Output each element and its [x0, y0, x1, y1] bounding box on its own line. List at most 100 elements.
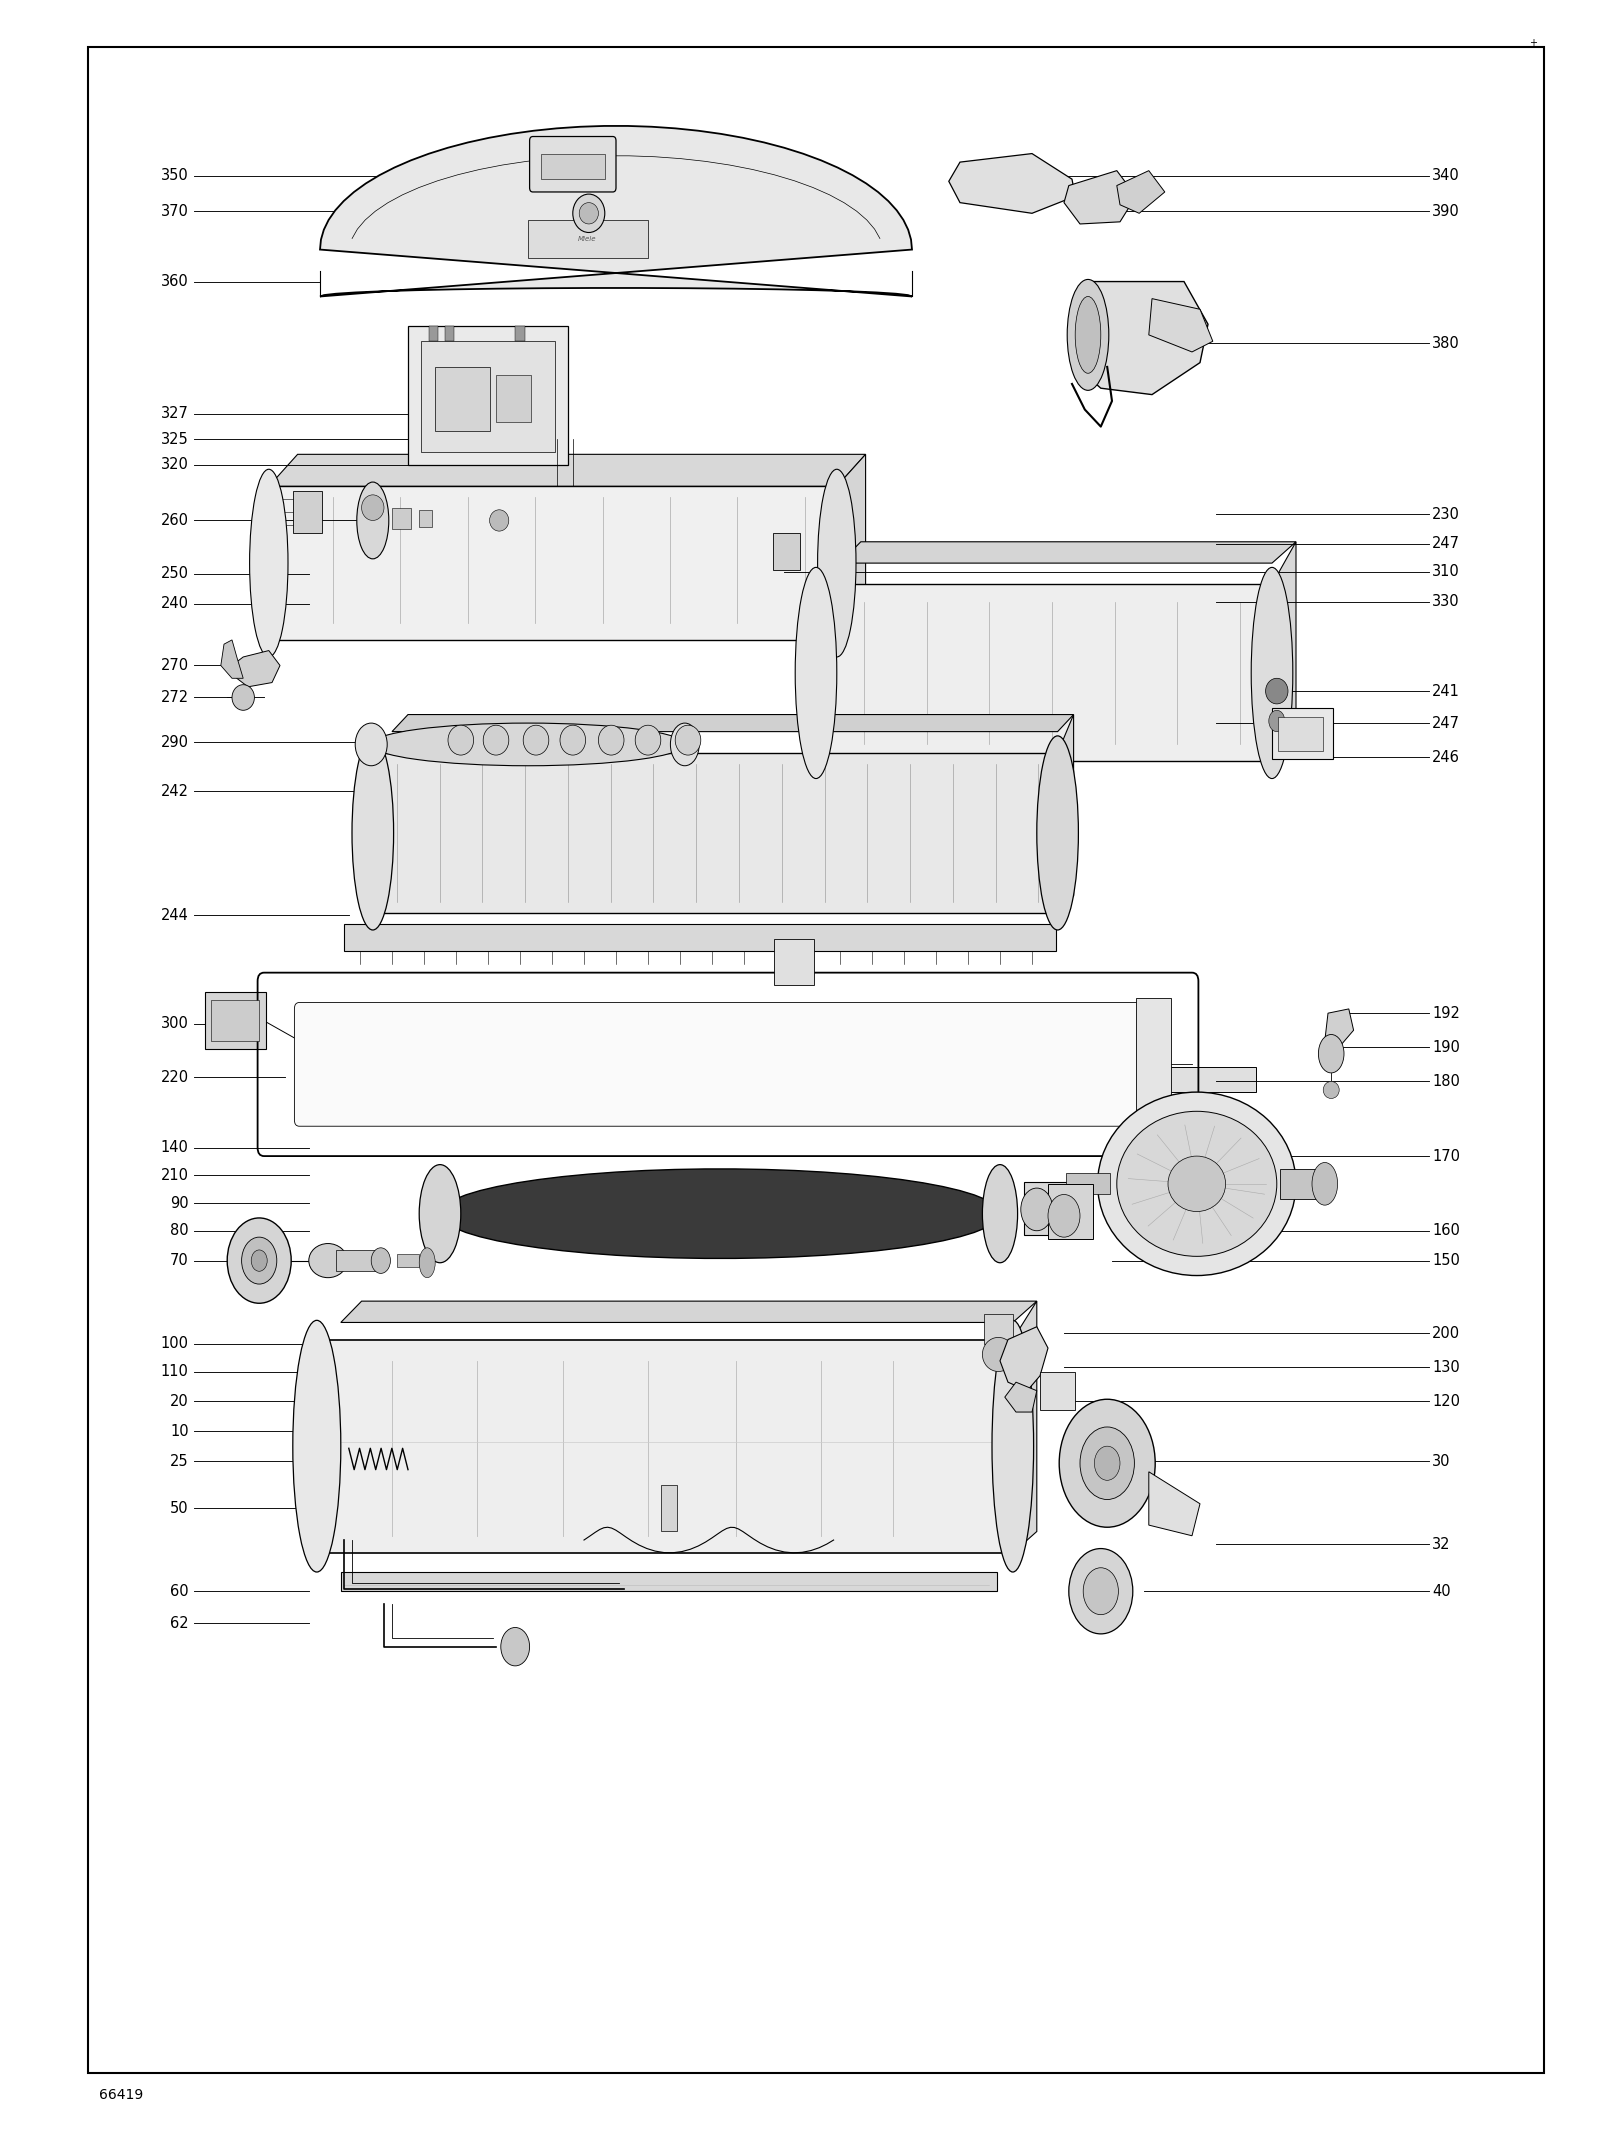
Text: 330: 330	[1432, 593, 1459, 610]
Polygon shape	[440, 1169, 1000, 1258]
Ellipse shape	[1021, 1188, 1053, 1231]
Text: 30: 30	[1432, 1453, 1451, 1470]
Ellipse shape	[1059, 1399, 1155, 1527]
Text: 66419: 66419	[99, 2088, 144, 2101]
FancyBboxPatch shape	[294, 1003, 1162, 1126]
Bar	[293, 491, 322, 533]
Ellipse shape	[1318, 1035, 1344, 1073]
Ellipse shape	[573, 194, 605, 232]
Polygon shape	[373, 753, 1058, 913]
Ellipse shape	[1266, 678, 1288, 704]
Text: 325: 325	[162, 431, 189, 448]
Bar	[419, 510, 432, 527]
Bar	[392, 508, 411, 529]
Ellipse shape	[448, 725, 474, 755]
Text: 170: 170	[1432, 1148, 1459, 1165]
Ellipse shape	[1067, 279, 1109, 390]
Bar	[1066, 1173, 1110, 1194]
Text: 247: 247	[1432, 715, 1459, 732]
Text: 380: 380	[1432, 335, 1459, 352]
Ellipse shape	[232, 685, 254, 710]
Polygon shape	[837, 454, 866, 640]
Ellipse shape	[1075, 296, 1101, 373]
Text: 230: 230	[1432, 506, 1459, 523]
Text: 160: 160	[1432, 1222, 1459, 1239]
Bar	[1024, 1182, 1072, 1235]
Bar	[496, 375, 531, 422]
Bar	[1278, 717, 1323, 751]
Text: 320: 320	[162, 456, 189, 474]
Ellipse shape	[227, 1218, 291, 1303]
Ellipse shape	[1098, 1092, 1296, 1276]
Text: 350: 350	[162, 169, 189, 183]
Text: 370: 370	[162, 203, 189, 220]
Bar	[211, 1000, 259, 1041]
Text: 25: 25	[170, 1453, 189, 1470]
Bar	[984, 1314, 1013, 1344]
Polygon shape	[1069, 282, 1208, 395]
Polygon shape	[1117, 171, 1165, 213]
Ellipse shape	[982, 1337, 1014, 1372]
Bar	[429, 326, 438, 341]
Bar	[336, 1250, 376, 1271]
Ellipse shape	[675, 725, 701, 755]
Text: 192: 192	[1432, 1005, 1459, 1022]
Polygon shape	[816, 584, 1272, 761]
Polygon shape	[1058, 715, 1074, 913]
Ellipse shape	[1168, 1156, 1226, 1212]
Text: 80: 80	[170, 1222, 189, 1239]
Bar	[1272, 708, 1333, 759]
Text: 246: 246	[1432, 749, 1459, 766]
Text: Miele: Miele	[578, 237, 597, 241]
Polygon shape	[392, 715, 1074, 732]
Text: 327: 327	[162, 405, 189, 422]
Text: 272: 272	[160, 689, 189, 706]
Ellipse shape	[251, 1250, 267, 1271]
Text: 140: 140	[162, 1139, 189, 1156]
Polygon shape	[1325, 1009, 1354, 1045]
Ellipse shape	[523, 725, 549, 755]
Ellipse shape	[1117, 1111, 1277, 1256]
Polygon shape	[1000, 1327, 1048, 1391]
Text: 390: 390	[1432, 203, 1459, 220]
Text: 290: 290	[160, 734, 189, 751]
Text: 120: 120	[1432, 1393, 1459, 1410]
Polygon shape	[221, 640, 243, 678]
Ellipse shape	[1083, 1568, 1118, 1615]
Bar	[1048, 1184, 1093, 1239]
Text: 250: 250	[160, 565, 189, 582]
Polygon shape	[1013, 1301, 1037, 1553]
Bar	[205, 992, 266, 1049]
Ellipse shape	[982, 1165, 1018, 1263]
Ellipse shape	[1323, 1081, 1339, 1098]
Text: 190: 190	[1432, 1039, 1459, 1056]
Ellipse shape	[1069, 1549, 1133, 1634]
Ellipse shape	[1080, 1427, 1134, 1499]
Text: 242: 242	[160, 783, 189, 800]
Bar	[661, 1485, 677, 1531]
Ellipse shape	[371, 723, 685, 766]
Ellipse shape	[635, 725, 661, 755]
Ellipse shape	[355, 723, 387, 766]
Bar	[774, 939, 814, 985]
Bar	[773, 533, 800, 570]
Text: 150: 150	[1432, 1252, 1459, 1269]
Ellipse shape	[795, 567, 837, 779]
Text: 241: 241	[1432, 683, 1459, 700]
Bar	[1136, 998, 1171, 1130]
Ellipse shape	[560, 725, 586, 755]
Bar	[1040, 1372, 1075, 1410]
Ellipse shape	[419, 1248, 435, 1278]
Polygon shape	[1149, 299, 1213, 352]
Ellipse shape	[309, 1244, 347, 1278]
Text: +: +	[1530, 38, 1536, 49]
Text: 220: 220	[160, 1069, 189, 1086]
Text: 244: 244	[162, 907, 189, 924]
Ellipse shape	[250, 469, 288, 657]
Text: 60: 60	[170, 1583, 189, 1600]
Bar	[421, 341, 555, 452]
Bar	[435, 367, 490, 431]
Text: 110: 110	[162, 1363, 189, 1380]
Text: 340: 340	[1432, 169, 1459, 183]
Ellipse shape	[598, 725, 624, 755]
